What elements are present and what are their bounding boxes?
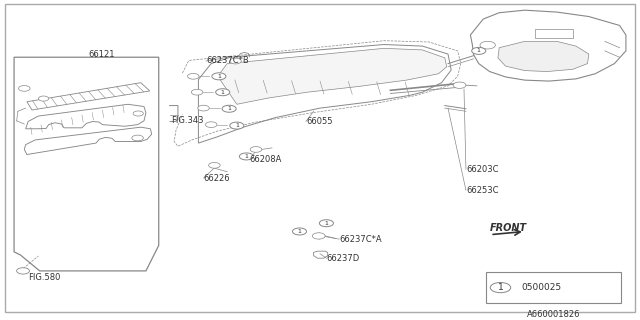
Text: 1: 1 (221, 90, 225, 95)
Text: A660001826: A660001826 (527, 310, 580, 319)
Circle shape (38, 96, 49, 101)
Circle shape (230, 58, 241, 64)
Circle shape (19, 85, 30, 91)
Text: 66203C: 66203C (466, 165, 499, 174)
Circle shape (222, 105, 236, 112)
Circle shape (453, 82, 466, 88)
Text: 0500025: 0500025 (522, 283, 562, 292)
Text: FRONT: FRONT (490, 223, 527, 233)
Text: 1: 1 (477, 48, 481, 53)
Text: FIG.343: FIG.343 (172, 116, 204, 125)
Text: 66226: 66226 (204, 173, 230, 182)
Circle shape (230, 122, 244, 129)
Circle shape (191, 89, 203, 95)
Text: 1: 1 (227, 106, 231, 111)
Text: 66253C: 66253C (466, 186, 499, 195)
Circle shape (212, 73, 226, 80)
Text: 1: 1 (298, 229, 301, 234)
Circle shape (250, 147, 262, 152)
Circle shape (216, 89, 230, 96)
Text: 66237C*B: 66237C*B (206, 56, 249, 65)
Circle shape (319, 220, 333, 227)
Text: 66237D: 66237D (326, 254, 360, 263)
Circle shape (292, 228, 307, 235)
Circle shape (490, 283, 511, 293)
Circle shape (132, 135, 143, 141)
Bar (535, 29, 573, 38)
Polygon shape (26, 104, 146, 129)
Text: 1: 1 (235, 123, 239, 128)
Text: 66055: 66055 (306, 117, 332, 126)
Text: 1: 1 (498, 283, 503, 292)
Text: 66208A: 66208A (250, 155, 282, 164)
Text: 66121: 66121 (88, 50, 115, 59)
Circle shape (480, 41, 495, 49)
Circle shape (239, 153, 253, 160)
Circle shape (17, 268, 29, 274)
Circle shape (198, 105, 209, 111)
Polygon shape (470, 10, 626, 81)
Polygon shape (14, 57, 159, 271)
Polygon shape (498, 41, 589, 72)
Circle shape (472, 47, 486, 54)
Circle shape (133, 111, 143, 116)
Text: 1: 1 (244, 154, 248, 159)
Polygon shape (198, 44, 451, 143)
Polygon shape (24, 127, 152, 155)
Bar (486, 273, 621, 303)
Polygon shape (314, 251, 328, 258)
Text: 66237C*A: 66237C*A (339, 235, 382, 244)
Polygon shape (27, 83, 150, 110)
Circle shape (188, 74, 199, 79)
Polygon shape (218, 48, 447, 104)
Text: 1: 1 (324, 221, 328, 226)
Circle shape (209, 163, 220, 168)
Text: 1: 1 (217, 74, 221, 79)
Circle shape (312, 233, 325, 239)
Circle shape (205, 122, 217, 127)
Text: FIG.580: FIG.580 (28, 273, 61, 282)
